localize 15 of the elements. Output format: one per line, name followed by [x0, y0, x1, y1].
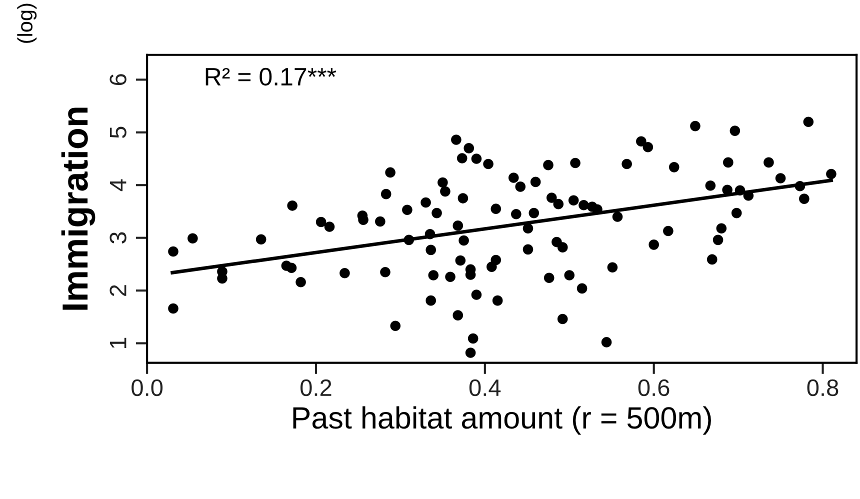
y-tick-label: 1 — [110, 338, 126, 348]
text: (log) — [17, 4, 37, 43]
y-tick-label: 3 — [110, 232, 126, 244]
annotation: R² = 0.17*** — [206, 68, 336, 86]
y-tick-label: 2 — [110, 285, 126, 296]
x-tick-label: 0.8 — [807, 379, 838, 396]
y-axis-title: Immigration — [61, 108, 96, 310]
x-axis-title: Past habitat amount (r = 500m) — [293, 406, 711, 435]
x-tick-label: 0.0 — [132, 379, 163, 396]
y-tick-label: 4 — [110, 179, 126, 192]
y-tick-label: 5 — [110, 126, 126, 138]
x-tick-label: 0.2 — [300, 379, 332, 396]
y-tick-label: 6 — [110, 74, 126, 86]
x-tick-label: 0.6 — [638, 379, 670, 396]
x-tick-label: 0.4 — [469, 379, 501, 396]
